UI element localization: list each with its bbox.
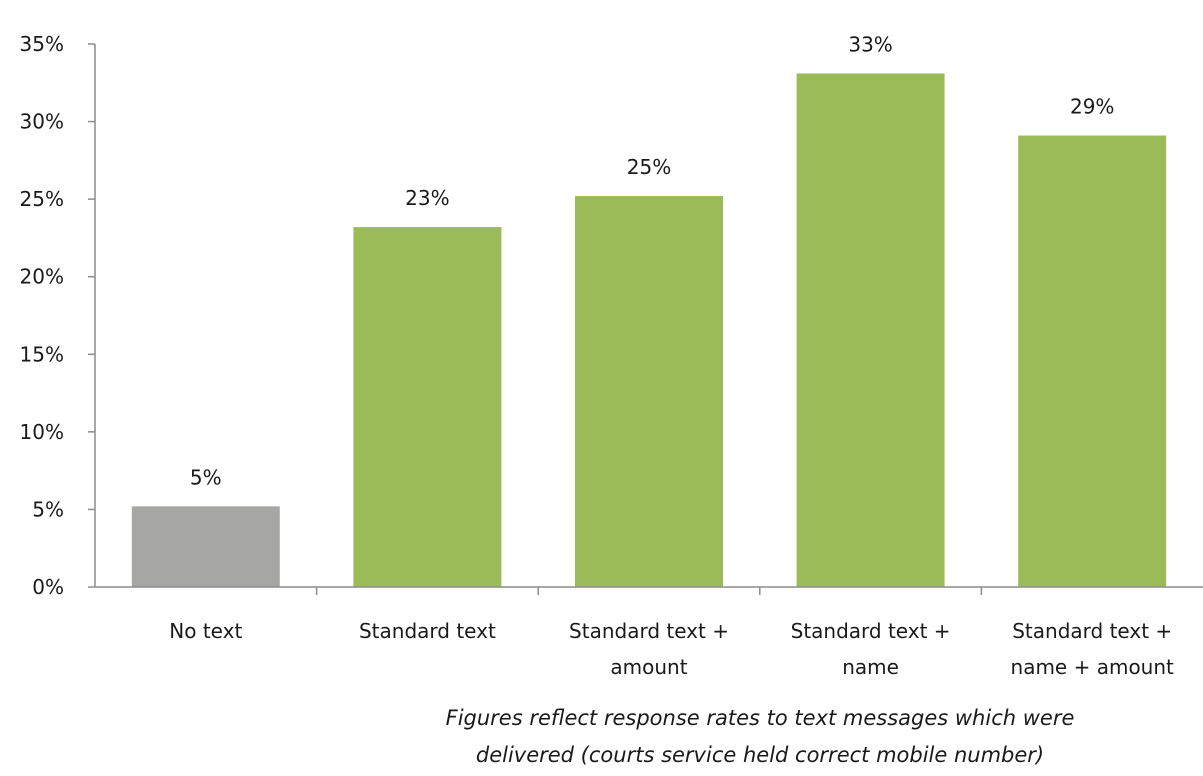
y-axis-ticks <box>88 43 95 588</box>
bar <box>131 506 280 587</box>
y-axis-tick-labels: 0% 5% 10% 15% 20% 25% 30% 35% <box>20 32 64 599</box>
bar-data-label: 5% <box>190 465 222 489</box>
y-tick-label: 5% <box>32 497 64 521</box>
bar-data-label: 25% <box>627 155 671 179</box>
footnote-line-1: Figures reflect response rates to text m… <box>445 706 1075 730</box>
category-label: Standard text <box>359 619 496 643</box>
bar <box>1018 135 1167 587</box>
bar <box>575 196 723 588</box>
category-label: No text <box>169 619 242 643</box>
x-axis-category-labels: No text Standard text Standard text + amoun… <box>169 619 1174 679</box>
category-label: Standard text + <box>791 619 951 643</box>
y-tick-label: 30% <box>20 110 64 134</box>
y-tick-label: 0% <box>32 575 64 599</box>
y-tick-label: 10% <box>20 420 64 444</box>
bar <box>353 227 502 587</box>
bar-data-label: 33% <box>848 32 892 56</box>
bar <box>796 73 945 587</box>
y-tick-label: 15% <box>20 342 64 366</box>
y-tick-label: 25% <box>20 187 64 211</box>
x-axis-ticks <box>315 587 983 595</box>
category-label: amount <box>610 655 687 679</box>
category-label: Standard text + <box>1012 619 1172 643</box>
category-label: name + amount <box>1011 655 1175 679</box>
category-label: Standard text + <box>569 619 729 643</box>
footnote-line-2: delivered (courts service held correct m… <box>475 743 1045 767</box>
bars <box>131 73 1167 588</box>
bar-data-label: 23% <box>405 186 449 210</box>
category-label: name <box>842 655 899 679</box>
bar-data-label: 29% <box>1070 95 1114 119</box>
y-tick-label: 35% <box>20 32 64 56</box>
data-labels: 5% 23% 25% 33% 29% <box>190 32 1114 489</box>
chart-footnote: Figures reflect response rates to text m… <box>370 700 1150 774</box>
y-tick-label: 20% <box>20 265 64 289</box>
